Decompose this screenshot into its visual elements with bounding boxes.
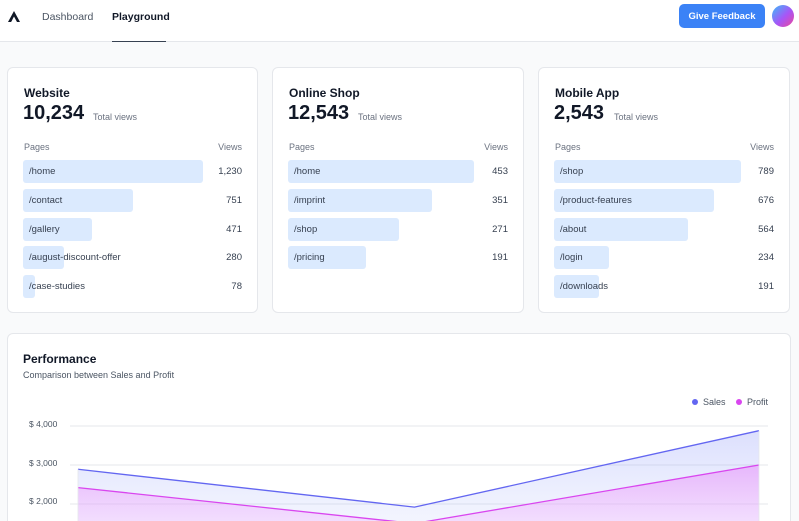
total-views-label: Total views <box>358 112 403 122</box>
tab-dashboard[interactable]: Dashboard <box>42 11 94 23</box>
page-row-bar[interactable] <box>288 160 474 183</box>
card-title: Website <box>24 86 70 100</box>
total-views-value: 2,543 <box>554 102 605 124</box>
legend-sales-label: Sales <box>703 397 726 407</box>
views-column-header: Views <box>750 142 774 152</box>
legend-profit[interactable]: Profit <box>736 397 768 407</box>
total-views-label: Total views <box>93 112 138 122</box>
page-row-views: 471 <box>226 223 242 235</box>
logo-icon[interactable] <box>7 9 21 23</box>
card-title: Mobile App <box>555 86 620 100</box>
sales-dot-icon <box>692 399 698 405</box>
y-tick-label: $ 3,000 <box>29 458 58 468</box>
page-row-label: /case-studies <box>29 281 85 293</box>
pages-column-header: Pages <box>289 142 315 152</box>
page-row-label: /about <box>560 223 587 235</box>
page-row-bar[interactable] <box>554 217 688 241</box>
page-row-views: 234 <box>758 252 774 264</box>
performance-title: Performance <box>23 352 97 366</box>
page-row-label: /shop <box>294 223 318 235</box>
page-row-views: 351 <box>492 194 508 206</box>
page-row-label: /contact <box>29 194 63 206</box>
page-row-label: /home <box>29 166 56 177</box>
y-tick-label: $ 2,000 <box>29 496 58 506</box>
legend-profit-label: Profit <box>747 397 769 407</box>
y-tick-label: $ 4,000 <box>29 419 58 429</box>
page-row-bar[interactable] <box>23 160 203 183</box>
card-website: Website 10,234 Total views Pages Views/home 1… <box>7 67 258 313</box>
page-row-bar[interactable] <box>23 188 133 212</box>
total-views-value: 10,234 <box>23 102 85 124</box>
page-row-views: 789 <box>758 166 774 177</box>
page-row-label: /gallery <box>29 223 60 235</box>
performance-subtitle: Comparison between Sales and Profit <box>23 370 175 380</box>
page-row-views: 564 <box>758 223 774 235</box>
views-column-header: Views <box>218 142 242 152</box>
page-row-views: 1,230 <box>218 166 242 177</box>
page-row-views: 280 <box>226 252 242 264</box>
page-row-label: /home <box>294 166 321 177</box>
page-row-label: /shop <box>560 166 584 177</box>
views-column-header: Views <box>484 142 508 152</box>
performance-panel: Performance Comparison between Sales and… <box>7 333 791 521</box>
page-row-label: /downloads <box>560 281 609 293</box>
page-row-views: 78 <box>231 281 242 293</box>
page-row-label: /product-features <box>560 194 632 206</box>
page-row-bar[interactable] <box>23 217 92 241</box>
sales-line <box>77 430 760 508</box>
page-row-bar[interactable] <box>554 246 610 270</box>
page-row-bar[interactable] <box>288 188 433 212</box>
page-row-views: 751 <box>226 194 242 206</box>
page-row-label: /august-discount-offer <box>29 252 121 264</box>
page-row-views: 271 <box>492 223 508 235</box>
give-feedback-button[interactable]: Give Feedback <box>679 4 765 28</box>
pages-column-header: Pages <box>555 142 581 152</box>
page-row-views: 453 <box>492 166 508 177</box>
total-views-value: 12,543 <box>288 102 350 124</box>
page-row-label: /login <box>560 252 583 264</box>
page-row-bar[interactable] <box>554 160 741 183</box>
page-row-views: 191 <box>492 252 508 264</box>
profit-area <box>78 465 759 521</box>
page-row-bar[interactable] <box>554 275 600 299</box>
card-online-shop: Online Shop 12,543 Total views Pages Views/h… <box>272 67 524 313</box>
avatar[interactable] <box>772 5 794 27</box>
page-row-views: 191 <box>758 281 774 293</box>
card-mobile-app: Mobile App 2,543 Total views Pages Views/sho… <box>538 67 790 313</box>
profit-line <box>77 464 760 521</box>
legend-sales[interactable]: Sales <box>692 397 726 407</box>
page-row-label: /imprint <box>294 194 326 206</box>
page-row-bar[interactable] <box>288 246 367 270</box>
page-row-label: /pricing <box>294 252 325 264</box>
card-title: Online Shop <box>289 86 360 100</box>
page-row-bar[interactable] <box>23 275 35 299</box>
top-navigation-bar: Dashboard Playground Give Feedback <box>0 0 799 42</box>
performance-chart <box>70 425 768 521</box>
pages-column-header: Pages <box>24 142 50 152</box>
page-row-bar[interactable] <box>554 188 715 212</box>
page-row-bar[interactable] <box>288 217 400 241</box>
page-row-bar[interactable] <box>23 246 64 270</box>
profit-dot-icon <box>736 399 742 405</box>
tab-playground[interactable]: Playground <box>112 11 170 42</box>
total-views-label: Total views <box>614 112 659 122</box>
page-row-views: 676 <box>758 194 774 206</box>
